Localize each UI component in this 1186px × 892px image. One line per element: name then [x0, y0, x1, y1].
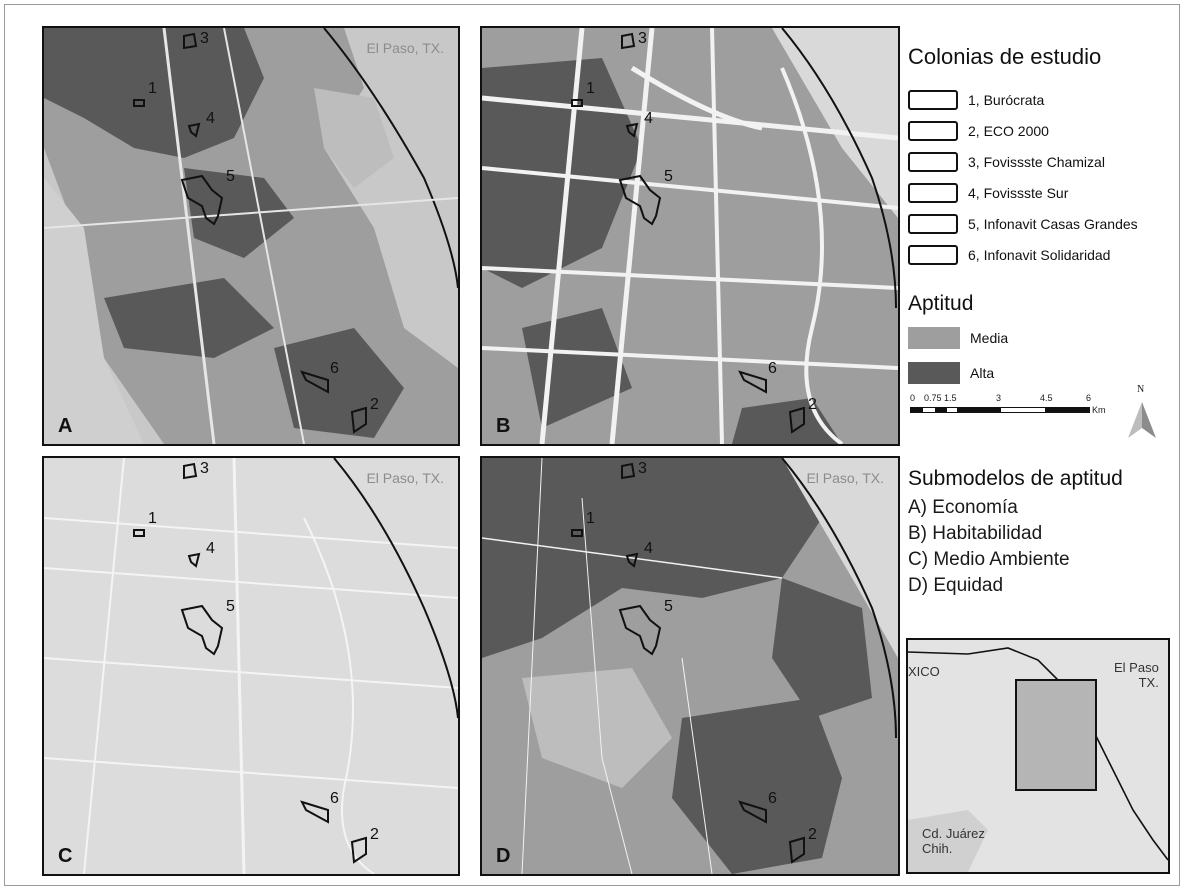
aptitud-title: Aptitud: [908, 292, 974, 315]
legend-item-colonia: 3, Fovissste Chamizal: [908, 149, 1105, 175]
colonia-number: 3: [638, 460, 647, 477]
legend-title: Colonias de estudio: [908, 44, 1102, 69]
submodelo-item: C) Medio Ambiente: [908, 549, 1070, 570]
submodelos-title: Submodelos de aptitud: [908, 467, 1123, 490]
inset-label-mexico: XICO: [908, 664, 940, 679]
colonia-number: 2: [808, 826, 817, 843]
legend-item-aptitud: Media: [908, 325, 1008, 351]
legend-item-label: Alta: [970, 365, 995, 381]
panel-letter: A: [58, 415, 73, 437]
colonia-number: 1: [148, 80, 157, 97]
colonia-number: 4: [206, 540, 215, 557]
legend-item-colonia: 4, Fovissste Sur: [908, 180, 1068, 206]
city-label-el-paso: El Paso, TX.: [806, 470, 884, 486]
colonia-number: 5: [226, 598, 235, 615]
legend-item-colonia: 6, Infonavit Solidaridad: [908, 242, 1110, 268]
submodelo-item: A) Economía: [908, 497, 1018, 518]
colonia-number: 6: [330, 360, 339, 377]
colonia-number: 5: [226, 168, 235, 185]
outline-swatch: [908, 121, 958, 141]
legend-item-label: 3, Fovissste Chamizal: [968, 154, 1105, 170]
map-panel-a: El Paso, TX. 3 1 4 5 6 2 A: [42, 26, 460, 446]
colonia-number: 4: [644, 110, 653, 127]
map-panel-d: El Paso, TX. 3 1 4 5 6 2 D: [480, 456, 900, 876]
inset-label-el-paso: El Paso TX.: [1114, 660, 1159, 690]
colonia-number: 3: [200, 30, 209, 47]
scale-bar-frame: [910, 407, 1090, 413]
colonia-number: 4: [644, 540, 653, 557]
map-a-canvas: [44, 28, 458, 444]
legend-item-label: 6, Infonavit Solidaridad: [968, 247, 1111, 263]
colonia-number: 2: [370, 396, 379, 413]
scale-tick-label: 0: [910, 393, 916, 403]
colonia-number: 6: [330, 790, 339, 807]
city-label-el-paso: El Paso, TX.: [366, 40, 444, 56]
outline-swatch: [908, 90, 958, 110]
inset-canvas: [908, 640, 1168, 872]
colonia-number: 3: [200, 460, 209, 477]
colonia-number: 1: [586, 80, 595, 97]
map-b-canvas: [482, 28, 898, 444]
scale-tick-label: 3: [996, 393, 1002, 403]
colonia-number: 5: [664, 168, 673, 185]
scale-bar: 0 0.75 1.5 3 4.5 6 Km: [910, 393, 1110, 443]
scale-tick-label: 0.75: [924, 393, 942, 403]
scale-tick-label: 6: [1086, 393, 1092, 403]
legend-item-aptitud: Alta: [908, 360, 994, 386]
colonia-number: 2: [370, 826, 379, 843]
submodelo-item: B) Habitabilidad: [908, 523, 1043, 544]
map-panel-b: 3 1 4 5 6 2 B: [480, 26, 900, 446]
colonia-number: 1: [148, 510, 157, 527]
alta-swatch: [908, 362, 960, 384]
outline-swatch: [908, 245, 958, 265]
panel-letter: C: [58, 845, 73, 867]
colonia-number: 6: [768, 360, 777, 377]
panel-letter: B: [496, 415, 511, 437]
media-swatch: [908, 327, 960, 349]
city-label-el-paso: El Paso, TX.: [366, 470, 444, 486]
legend-item-label: 4, Fovissste Sur: [968, 185, 1069, 201]
legend-item-label: Media: [970, 330, 1009, 346]
scale-tick-label: 1.5: [944, 393, 957, 403]
submodelos-list: A) Economía B) Habitabilidad C) Medio Am…: [908, 495, 1070, 599]
legend-item-colonia: 5, Infonavit Casas Grandes: [908, 211, 1138, 237]
scale-tick-label: 4.5: [1040, 393, 1053, 403]
outline-swatch: [908, 214, 958, 234]
colonia-number: 5: [664, 598, 673, 615]
legend-item-colonia: 2, ECO 2000: [908, 118, 1049, 144]
scale-unit: Km: [1092, 405, 1106, 415]
north-arrow-icon: N: [1122, 384, 1162, 440]
colonia-number: 2: [808, 396, 817, 413]
legend-item-colonia: 1, Burócrata: [908, 87, 1044, 113]
legend-item-label: 5, Infonavit Casas Grandes: [968, 216, 1138, 232]
map-d-canvas: [482, 458, 898, 874]
inset-map: XICO El Paso TX. Cd. Juárez Chih.: [906, 638, 1170, 874]
colonia-number: 1: [586, 510, 595, 527]
inset-label-juarez: Cd. Juárez Chih.: [922, 826, 985, 856]
map-panel-c: El Paso, TX. 3 1 4 5 6 2 C: [42, 456, 460, 876]
legend-item-label: 2, ECO 2000: [968, 123, 1049, 139]
colonia-number: 6: [768, 790, 777, 807]
submodelo-item: D) Equidad: [908, 575, 1004, 596]
panel-letter: D: [496, 845, 511, 867]
colonia-number: 4: [206, 110, 215, 127]
outline-swatch: [908, 152, 958, 172]
outline-swatch: [908, 183, 958, 203]
colonia-number: 3: [638, 30, 647, 47]
legend-item-label: 1, Burócrata: [968, 92, 1045, 108]
north-label: N: [1137, 384, 1145, 395]
map-c-canvas: [44, 458, 458, 874]
